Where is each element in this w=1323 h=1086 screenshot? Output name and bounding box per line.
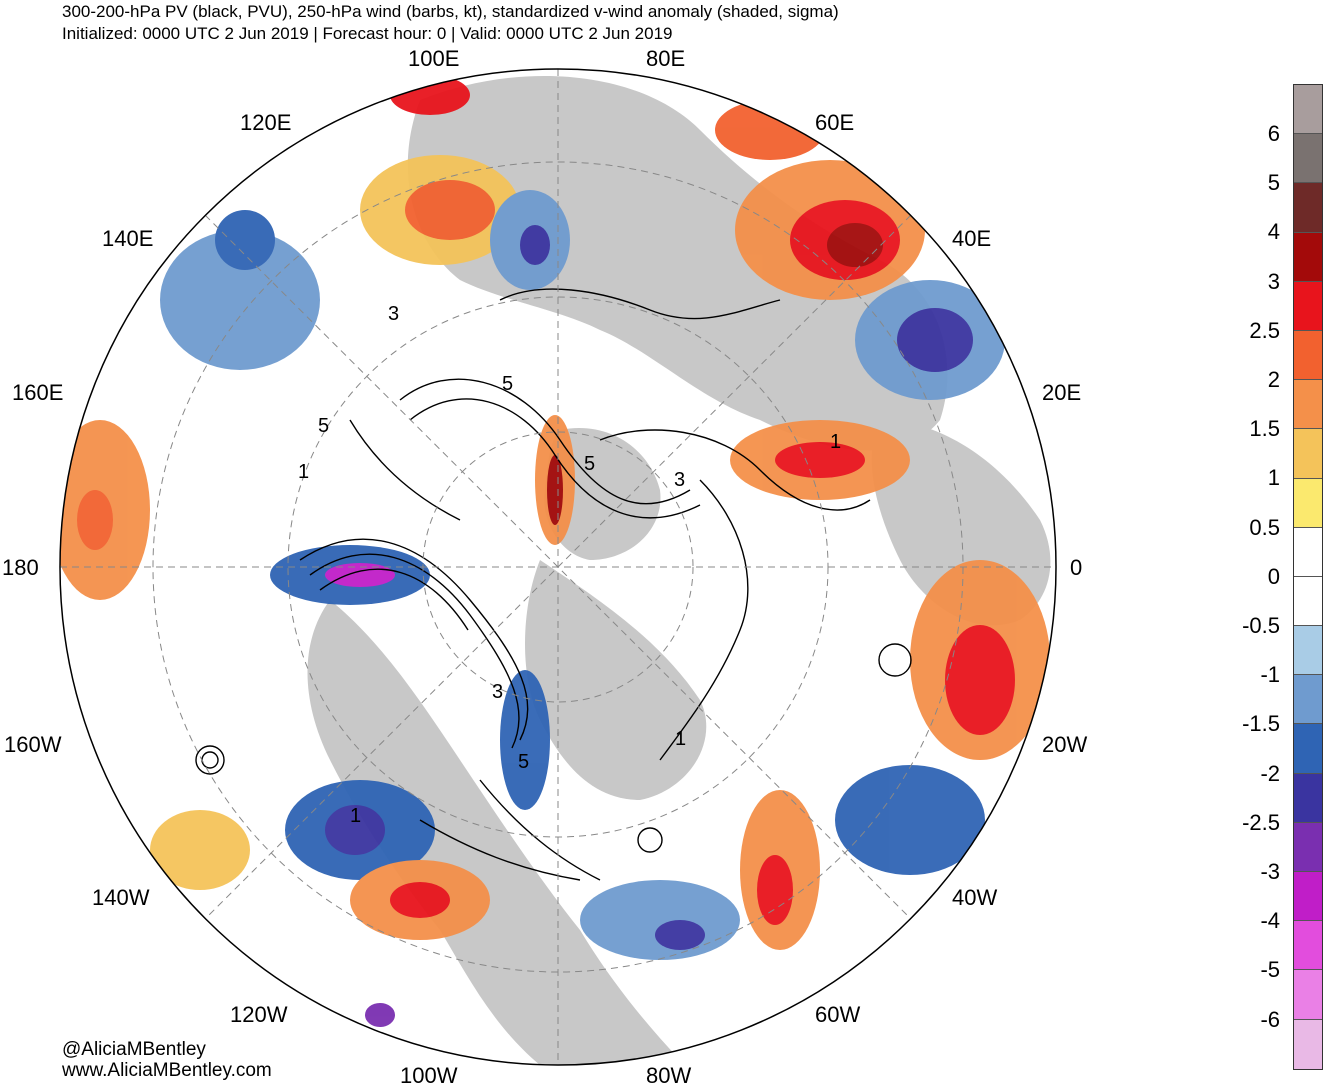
contour-label: 3 — [388, 303, 399, 325]
anomaly-shading — [60, 75, 1050, 1027]
credit-handle: @AliciaMBentley — [62, 1039, 206, 1060]
colorbar-tick-label: -1.5 — [1242, 711, 1280, 737]
lon-label-60w: 60W — [815, 1002, 860, 1027]
colorbar-segment — [1294, 822, 1322, 872]
lon-label-180: 180 — [2, 555, 39, 580]
colorbar-segment — [1294, 330, 1322, 381]
colorbar-segment — [1294, 675, 1322, 725]
lon-label-20w: 20W — [1042, 732, 1087, 757]
colorbar-segment — [1294, 773, 1322, 823]
colorbar-segment — [1294, 921, 1322, 971]
lon-label-100w: 100W — [400, 1063, 458, 1086]
colorbar-tick-label: -6 — [1260, 1006, 1280, 1032]
colorbar-segment — [1294, 380, 1322, 430]
lon-label-80w: 80W — [646, 1063, 691, 1086]
colorbar-tick-label: -0.5 — [1242, 613, 1280, 638]
colorbar — [1293, 84, 1323, 1070]
colorbar-segment — [1294, 576, 1322, 627]
colorbar-segment — [1294, 872, 1322, 922]
lon-label-20e: 20E — [1042, 380, 1081, 405]
colorbar-segment — [1294, 724, 1322, 774]
lon-label-160w: 160W — [4, 732, 62, 757]
colorbar-tick-label: 2 — [1267, 367, 1280, 392]
contour-label: 3 — [492, 681, 503, 703]
lon-label-100e: 100E — [408, 46, 459, 71]
colorbar-segment — [1294, 232, 1322, 282]
lon-label-0: 0 — [1070, 555, 1082, 580]
lon-label-80e: 80E — [646, 46, 685, 71]
contour-label-group: 3 5 5 1 5 1 3 3 1 5 1 — [298, 303, 841, 827]
colorbar-tick-label: 2.5 — [1249, 317, 1280, 343]
contour-label: 5 — [318, 415, 329, 437]
colorbar-tick-label: -5 — [1260, 957, 1280, 983]
contour-label: 1 — [350, 805, 361, 827]
lon-label-140e: 140E — [102, 226, 153, 251]
colorbar-tick-label: 0 — [1267, 563, 1280, 589]
map-subtitle: Initialized: 0000 UTC 2 Jun 2019 | Forec… — [62, 24, 673, 43]
lon-label-120w: 120W — [230, 1002, 288, 1027]
contour-label: 1 — [830, 431, 841, 453]
lon-label-140w: 140W — [92, 885, 150, 910]
colorbar-segment — [1294, 134, 1322, 184]
lon-label-160e: 160E — [12, 380, 63, 405]
colorbar-segment — [1294, 970, 1322, 1020]
colorbar-segment — [1294, 281, 1322, 331]
colorbar-segment — [1294, 626, 1322, 676]
colorbar-tick-label: -1 — [1260, 662, 1280, 688]
longitude-labels: 100E 80E 120E 60E 140E 40E 160E 20E 180 … — [2, 46, 1087, 1086]
contour-label: 5 — [584, 453, 595, 475]
colorbar-tick-label: -3 — [1260, 859, 1280, 884]
contour-label: 5 — [502, 373, 513, 395]
colorbar-tick-label: 5 — [1267, 170, 1280, 196]
contour-label: 5 — [518, 751, 529, 773]
graticule — [60, 69, 1056, 1065]
colorbar-segment — [1294, 183, 1322, 233]
lon-label-40w: 40W — [952, 885, 997, 910]
colorbar-tick-label: 3 — [1267, 268, 1280, 294]
colorbar-segment — [1294, 527, 1322, 577]
lon-label-40e: 40E — [952, 226, 991, 251]
colorbar-tick-label: -4 — [1260, 908, 1280, 934]
contour-label: 1 — [675, 728, 686, 750]
colorbar-tick-label: -2.5 — [1242, 809, 1280, 835]
contour-label: 1 — [298, 461, 309, 483]
colorbar-tick-label: -2 — [1260, 760, 1280, 786]
contour-label: 3 — [674, 469, 685, 491]
lon-label-120e: 120E — [240, 110, 291, 135]
credit-website: www.AliciaMBentley.com — [62, 1060, 272, 1081]
land-masses — [307, 76, 1051, 1065]
lon-label-60e: 60E — [815, 110, 854, 135]
colorbar-tick-label: 0.5 — [1249, 514, 1280, 540]
map-title: 300-200-hPa PV (black, PVU), 250-hPa win… — [62, 2, 839, 21]
colorbar-segment — [1294, 1019, 1322, 1069]
colorbar-segment — [1294, 85, 1322, 135]
colorbar-tick-label: 1 — [1267, 465, 1280, 491]
colorbar-tick-label: 6 — [1267, 121, 1280, 146]
colorbar-segment — [1294, 478, 1322, 528]
colorbar-segment — [1294, 429, 1322, 479]
colorbar-tick-label: 1.5 — [1249, 416, 1280, 442]
colorbar-tick-label: 4 — [1267, 219, 1280, 245]
map-boundary — [59, 68, 1057, 1066]
